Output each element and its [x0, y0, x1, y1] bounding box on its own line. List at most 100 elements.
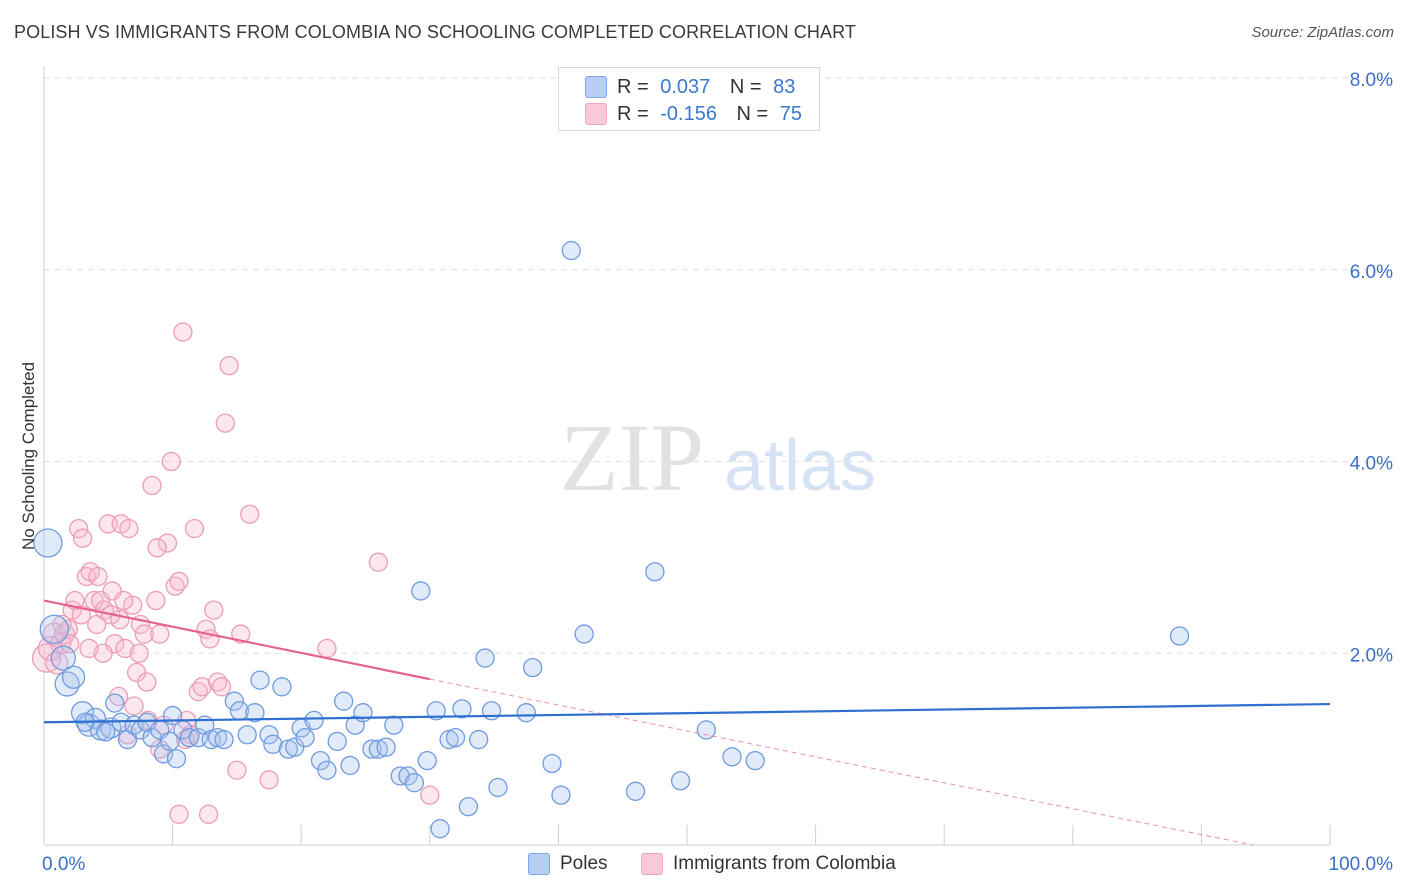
watermark-zip: ZIP: [560, 404, 704, 511]
colombia-point: [114, 590, 134, 611]
colombia-point: [119, 518, 139, 539]
poles-point: [245, 703, 265, 723]
colombia-point: [184, 518, 205, 539]
colombia-point: [146, 590, 166, 611]
poles-point: [250, 670, 270, 690]
poles-point: [542, 753, 562, 774]
legend-r-label: R =: [617, 102, 649, 125]
colombia-point: [93, 643, 113, 663]
colombia-point: [420, 785, 440, 805]
y-tick-label: 2.0%: [1350, 645, 1393, 666]
poles-point: [39, 614, 69, 644]
colombia-point: [71, 605, 91, 625]
poles-point: [61, 665, 86, 689]
poles-point: [54, 671, 80, 697]
poles-point: [105, 693, 125, 713]
poles-point: [745, 750, 765, 771]
colombia-point: [227, 760, 247, 780]
colombia-point: [169, 804, 189, 824]
y-tick-label: 4.0%: [1350, 454, 1393, 475]
colombia-point: [52, 614, 72, 635]
poles-point: [317, 760, 337, 780]
colombia-point: [240, 504, 260, 524]
poles-point: [263, 734, 283, 754]
series-poles-points: [33, 240, 1190, 839]
poles-point: [224, 691, 244, 711]
poles-point: [551, 785, 571, 805]
poles-point: [327, 731, 347, 752]
colombia-point: [84, 590, 104, 611]
poles-point: [523, 657, 543, 678]
colombia-point: [72, 528, 93, 548]
poles-point: [353, 703, 373, 723]
legend-label-colombia: Immigrants from Colombia: [673, 853, 896, 874]
colombia-point: [60, 634, 80, 654]
colombia-point: [124, 696, 144, 716]
poles-point: [430, 819, 450, 839]
colombia-point: [110, 610, 130, 630]
poles-point: [259, 725, 279, 745]
poles-point: [50, 645, 76, 671]
poles-point: [625, 781, 646, 801]
legend-swatch-poles: [528, 853, 550, 875]
poles-point: [458, 797, 479, 817]
colombia-point: [142, 475, 162, 496]
colombia-point: [79, 638, 99, 659]
colombia-point: [126, 662, 147, 683]
source-label: Source: ZipAtlas.com: [1251, 24, 1394, 41]
colombia-point: [115, 638, 135, 659]
legend-swatch-poles: [585, 76, 607, 98]
legend-swatch-colombia: [641, 853, 663, 875]
colombia-point: [161, 451, 181, 472]
poles-point: [469, 729, 489, 750]
poles-point: [376, 737, 396, 757]
x-tick-label: 0.0%: [42, 854, 85, 875]
poles-point: [162, 705, 183, 726]
poles-point: [411, 581, 431, 601]
poles-point: [304, 710, 324, 731]
y-tick-label: 6.0%: [1350, 262, 1393, 283]
watermark-atlas: atlas: [724, 426, 876, 506]
colombia-point: [198, 804, 219, 824]
poles-point: [696, 720, 716, 740]
poles-point: [475, 648, 495, 668]
poles-point: [426, 701, 446, 721]
watermark: ZIP atlas: [560, 404, 876, 511]
poles-point: [237, 725, 257, 745]
y-axis-label: No Schooling Completed: [19, 362, 38, 550]
colombia-point: [215, 413, 235, 433]
poles-point: [452, 699, 472, 719]
poles-point: [384, 715, 404, 735]
tick-labels: 2.0% 4.0% 6.0% 8.0% 0.0% 100.0%: [42, 70, 1393, 875]
poles-point: [142, 727, 162, 748]
colombia-point: [150, 624, 170, 644]
colombia-point: [368, 552, 389, 572]
poles-point: [645, 562, 665, 582]
poles-point: [166, 749, 187, 769]
poles-point: [84, 707, 107, 730]
colombia-point: [173, 322, 193, 342]
colombia-point: [134, 624, 154, 644]
colombia-point: [204, 600, 224, 620]
poles-trend-line: [43, 702, 1331, 724]
colombia-point: [147, 538, 167, 558]
poles-point: [561, 240, 581, 261]
legend-r-label: R =: [617, 75, 649, 98]
poles-point: [272, 677, 292, 697]
colombia-trend-line: [43, 599, 431, 681]
grid-lines: [44, 77, 1394, 654]
colombia-point: [169, 571, 189, 591]
poles-point: [33, 528, 63, 558]
colombia-point: [219, 355, 239, 376]
legend-n-label: N =: [736, 102, 769, 125]
poles-point: [516, 703, 536, 723]
poles-point: [96, 722, 116, 742]
poles-point: [160, 731, 180, 752]
colombia-point: [157, 533, 178, 553]
colombia-point: [129, 643, 149, 663]
colombia-point: [137, 672, 157, 692]
poles-point: [722, 747, 742, 767]
x-tick-label: 100.0%: [1329, 854, 1394, 875]
poles-point: [333, 691, 354, 711]
